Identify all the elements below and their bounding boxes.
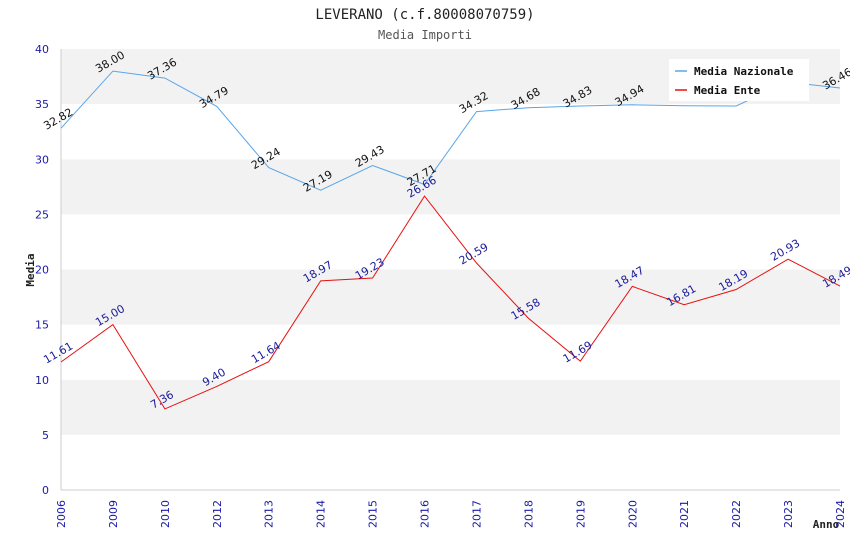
y-tick-label: 0 [42, 484, 49, 497]
y-tick-label: 40 [35, 43, 49, 56]
x-tick-label: 2014 [315, 500, 328, 528]
grid-band [61, 379, 840, 435]
x-tick-label: 2006 [55, 500, 68, 528]
x-tick-label: 2019 [574, 500, 587, 528]
y-tick-label: 35 [35, 98, 49, 111]
x-axis-label: Anno [813, 518, 840, 531]
y-tick-label: 20 [35, 264, 49, 277]
y-tick-label: 10 [35, 374, 49, 387]
grid-band [61, 324, 840, 380]
chart-subtitle: Media Importi [378, 28, 472, 42]
x-tick-label: 2018 [522, 500, 535, 528]
x-tick-label: 2020 [626, 500, 639, 528]
x-tick-label: 2012 [211, 500, 224, 528]
x-tick-label: 2016 [419, 500, 432, 528]
grid-band [61, 104, 840, 160]
series-line-media-ente [60, 195, 841, 410]
x-tick-label: 2022 [730, 500, 743, 528]
legend-label-media-nazionale: Media Nazionale [694, 65, 794, 78]
grid-band [61, 434, 840, 490]
x-tick-label: 2009 [107, 500, 120, 528]
series-line-media-nazionale [60, 70, 841, 191]
x-tick-label: 2023 [782, 500, 795, 528]
legend-box [669, 59, 809, 101]
y-tick-label: 30 [35, 153, 49, 166]
legend-label-media-ente: Media Ente [694, 84, 761, 97]
legend: Media Nazionale Media Ente [669, 59, 809, 101]
x-tick-label: 2015 [367, 500, 380, 528]
x-tick-label: 2017 [470, 500, 483, 528]
x-tick-label: 2010 [159, 500, 172, 528]
x-tick-label: 2024 [834, 500, 847, 528]
y-tick-label: 25 [35, 208, 49, 221]
x-tick-label: 2013 [263, 500, 276, 528]
axes: 0 5 10 15 20 25 30 35 40 2006 2009 2010 2012 2013 2014… [35, 43, 847, 528]
grid-band [61, 159, 840, 215]
y-tick-label: 5 [42, 429, 49, 442]
chart-title: LEVERANO (c.f.80008070759) [315, 7, 534, 23]
grid-bands [61, 49, 840, 490]
y-axis-label: Media [24, 253, 37, 286]
y-tick-label: 15 [35, 319, 49, 332]
series-lines [60, 70, 841, 410]
x-tick-label: 2021 [678, 500, 691, 528]
grid-band [61, 214, 840, 270]
